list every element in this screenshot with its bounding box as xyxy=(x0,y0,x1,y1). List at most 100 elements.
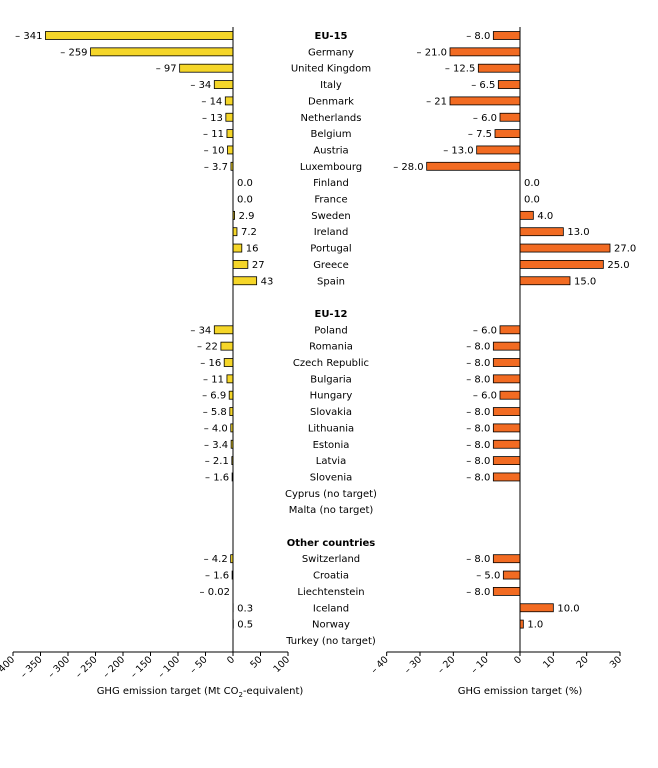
bar-left xyxy=(232,227,238,237)
data-label-left: – 3.7 xyxy=(204,162,228,173)
data-label-left: – 5.8 xyxy=(203,407,227,418)
data-label-right: – 8.0 xyxy=(466,342,490,353)
tick-label-left: 50 xyxy=(248,654,264,670)
bar-right xyxy=(499,325,521,335)
bar-right xyxy=(476,145,521,155)
group-header: EU-15 xyxy=(314,31,347,42)
bar-left xyxy=(226,129,234,139)
data-label-left: – 10 xyxy=(204,145,225,156)
category-label: Latvia xyxy=(316,456,346,467)
bar-right xyxy=(426,161,521,171)
category-label: Romania xyxy=(309,342,353,353)
bar-left xyxy=(232,243,243,253)
bar-left xyxy=(213,80,234,89)
tick-label-left: – 100 xyxy=(156,654,182,680)
bar-right xyxy=(499,112,521,122)
category-label: Greece xyxy=(313,260,349,271)
tick-label-left: – 150 xyxy=(129,654,155,680)
data-label-right: – 13.0 xyxy=(443,145,473,156)
data-label-right: – 5.0 xyxy=(476,571,500,582)
x-axis-title-left: GHG emission target (Mt CO2-equivalent) xyxy=(97,686,304,699)
category-label: Finland xyxy=(313,178,349,189)
data-label-right: – 8.0 xyxy=(466,31,490,42)
group-header: Other countries xyxy=(287,538,376,549)
category-label: Sweden xyxy=(311,211,351,222)
bar-left xyxy=(213,325,234,335)
category-label: Switzerland xyxy=(302,554,360,565)
data-label-left: – 341 xyxy=(15,31,42,42)
category-label: Denmark xyxy=(308,96,354,107)
category-label: Estonia xyxy=(313,440,350,451)
data-label-left: – 1.6 xyxy=(205,472,229,483)
tick-label-right: 0 xyxy=(512,654,524,666)
tick-label-left: 0 xyxy=(225,654,237,666)
category-label: Ireland xyxy=(314,227,349,238)
bar-right xyxy=(502,570,521,580)
bar-left xyxy=(228,390,234,400)
bar-left xyxy=(225,112,234,122)
data-label-right: 15.0 xyxy=(574,276,596,287)
data-label-left: – 16 xyxy=(200,358,221,369)
tick-label-right: 20 xyxy=(574,654,590,670)
data-label-left: – 2.1 xyxy=(205,456,229,467)
data-label-left: – 97 xyxy=(156,64,177,75)
data-label-left: – 14 xyxy=(201,96,222,107)
bar-right xyxy=(492,358,521,367)
bar-right xyxy=(494,129,521,139)
bar-right xyxy=(477,63,521,73)
data-label-right: 10.0 xyxy=(557,603,579,614)
data-label-right: 27.0 xyxy=(614,244,636,255)
category-label: Spain xyxy=(317,276,345,287)
data-label-right: – 8.0 xyxy=(466,587,490,598)
tick-label-left: – 200 xyxy=(101,654,127,680)
data-label-right: – 21 xyxy=(426,96,447,107)
category-label: Germany xyxy=(308,47,354,58)
data-label-left: 43 xyxy=(261,276,274,287)
data-label-left: 2.9 xyxy=(239,211,255,222)
bar-right xyxy=(519,603,554,613)
bar-right xyxy=(449,47,521,57)
data-label-right: 13.0 xyxy=(567,227,589,238)
data-label-right: – 12.5 xyxy=(445,64,475,75)
bar-right xyxy=(519,227,564,237)
bar-right xyxy=(497,80,521,89)
category-label: Poland xyxy=(314,325,347,336)
bar-right xyxy=(492,423,521,433)
data-label-left: – 259 xyxy=(60,47,87,58)
category-label: Malta (no target) xyxy=(289,505,374,516)
data-label-right: – 28.0 xyxy=(393,162,423,173)
data-label-right: – 6.5 xyxy=(471,80,495,91)
data-label-left: – 34 xyxy=(190,325,211,336)
category-label: Belgium xyxy=(311,129,352,140)
data-label-right: – 21.0 xyxy=(417,47,447,58)
bar-left xyxy=(226,374,234,384)
bar-right xyxy=(499,390,521,400)
data-label-left: 0.3 xyxy=(237,603,253,614)
bar-left xyxy=(90,47,234,57)
bar-right xyxy=(449,96,521,106)
bar-right xyxy=(492,554,521,564)
data-label-right: – 6.0 xyxy=(473,113,497,124)
data-label-left: – 0.02 xyxy=(200,587,230,598)
bar-right xyxy=(492,407,521,416)
tick-label-right: 30 xyxy=(608,654,624,670)
data-label-left: 16 xyxy=(246,244,259,255)
data-label-right: – 6.0 xyxy=(473,391,497,402)
data-label-right: – 8.0 xyxy=(466,374,490,385)
bar-left xyxy=(179,63,234,73)
bar-right xyxy=(519,210,534,220)
bar-left xyxy=(232,276,258,286)
data-label-right: – 8.0 xyxy=(466,554,490,565)
data-label-right: – 8.0 xyxy=(466,407,490,418)
data-label-left: – 6.9 xyxy=(202,391,226,402)
category-label: Slovenia xyxy=(310,472,353,483)
data-label-right: – 8.0 xyxy=(466,358,490,369)
data-label-right: 0.0 xyxy=(524,178,540,189)
tick-label-right: – 30 xyxy=(402,654,424,676)
category-label: Iceland xyxy=(313,603,349,614)
category-label: Turkey (no target) xyxy=(285,636,376,647)
category-label: Slovakia xyxy=(310,407,352,418)
category-label: Lithuania xyxy=(308,423,354,434)
data-label-left: – 3.4 xyxy=(204,440,228,451)
data-label-left: – 11 xyxy=(203,129,224,140)
